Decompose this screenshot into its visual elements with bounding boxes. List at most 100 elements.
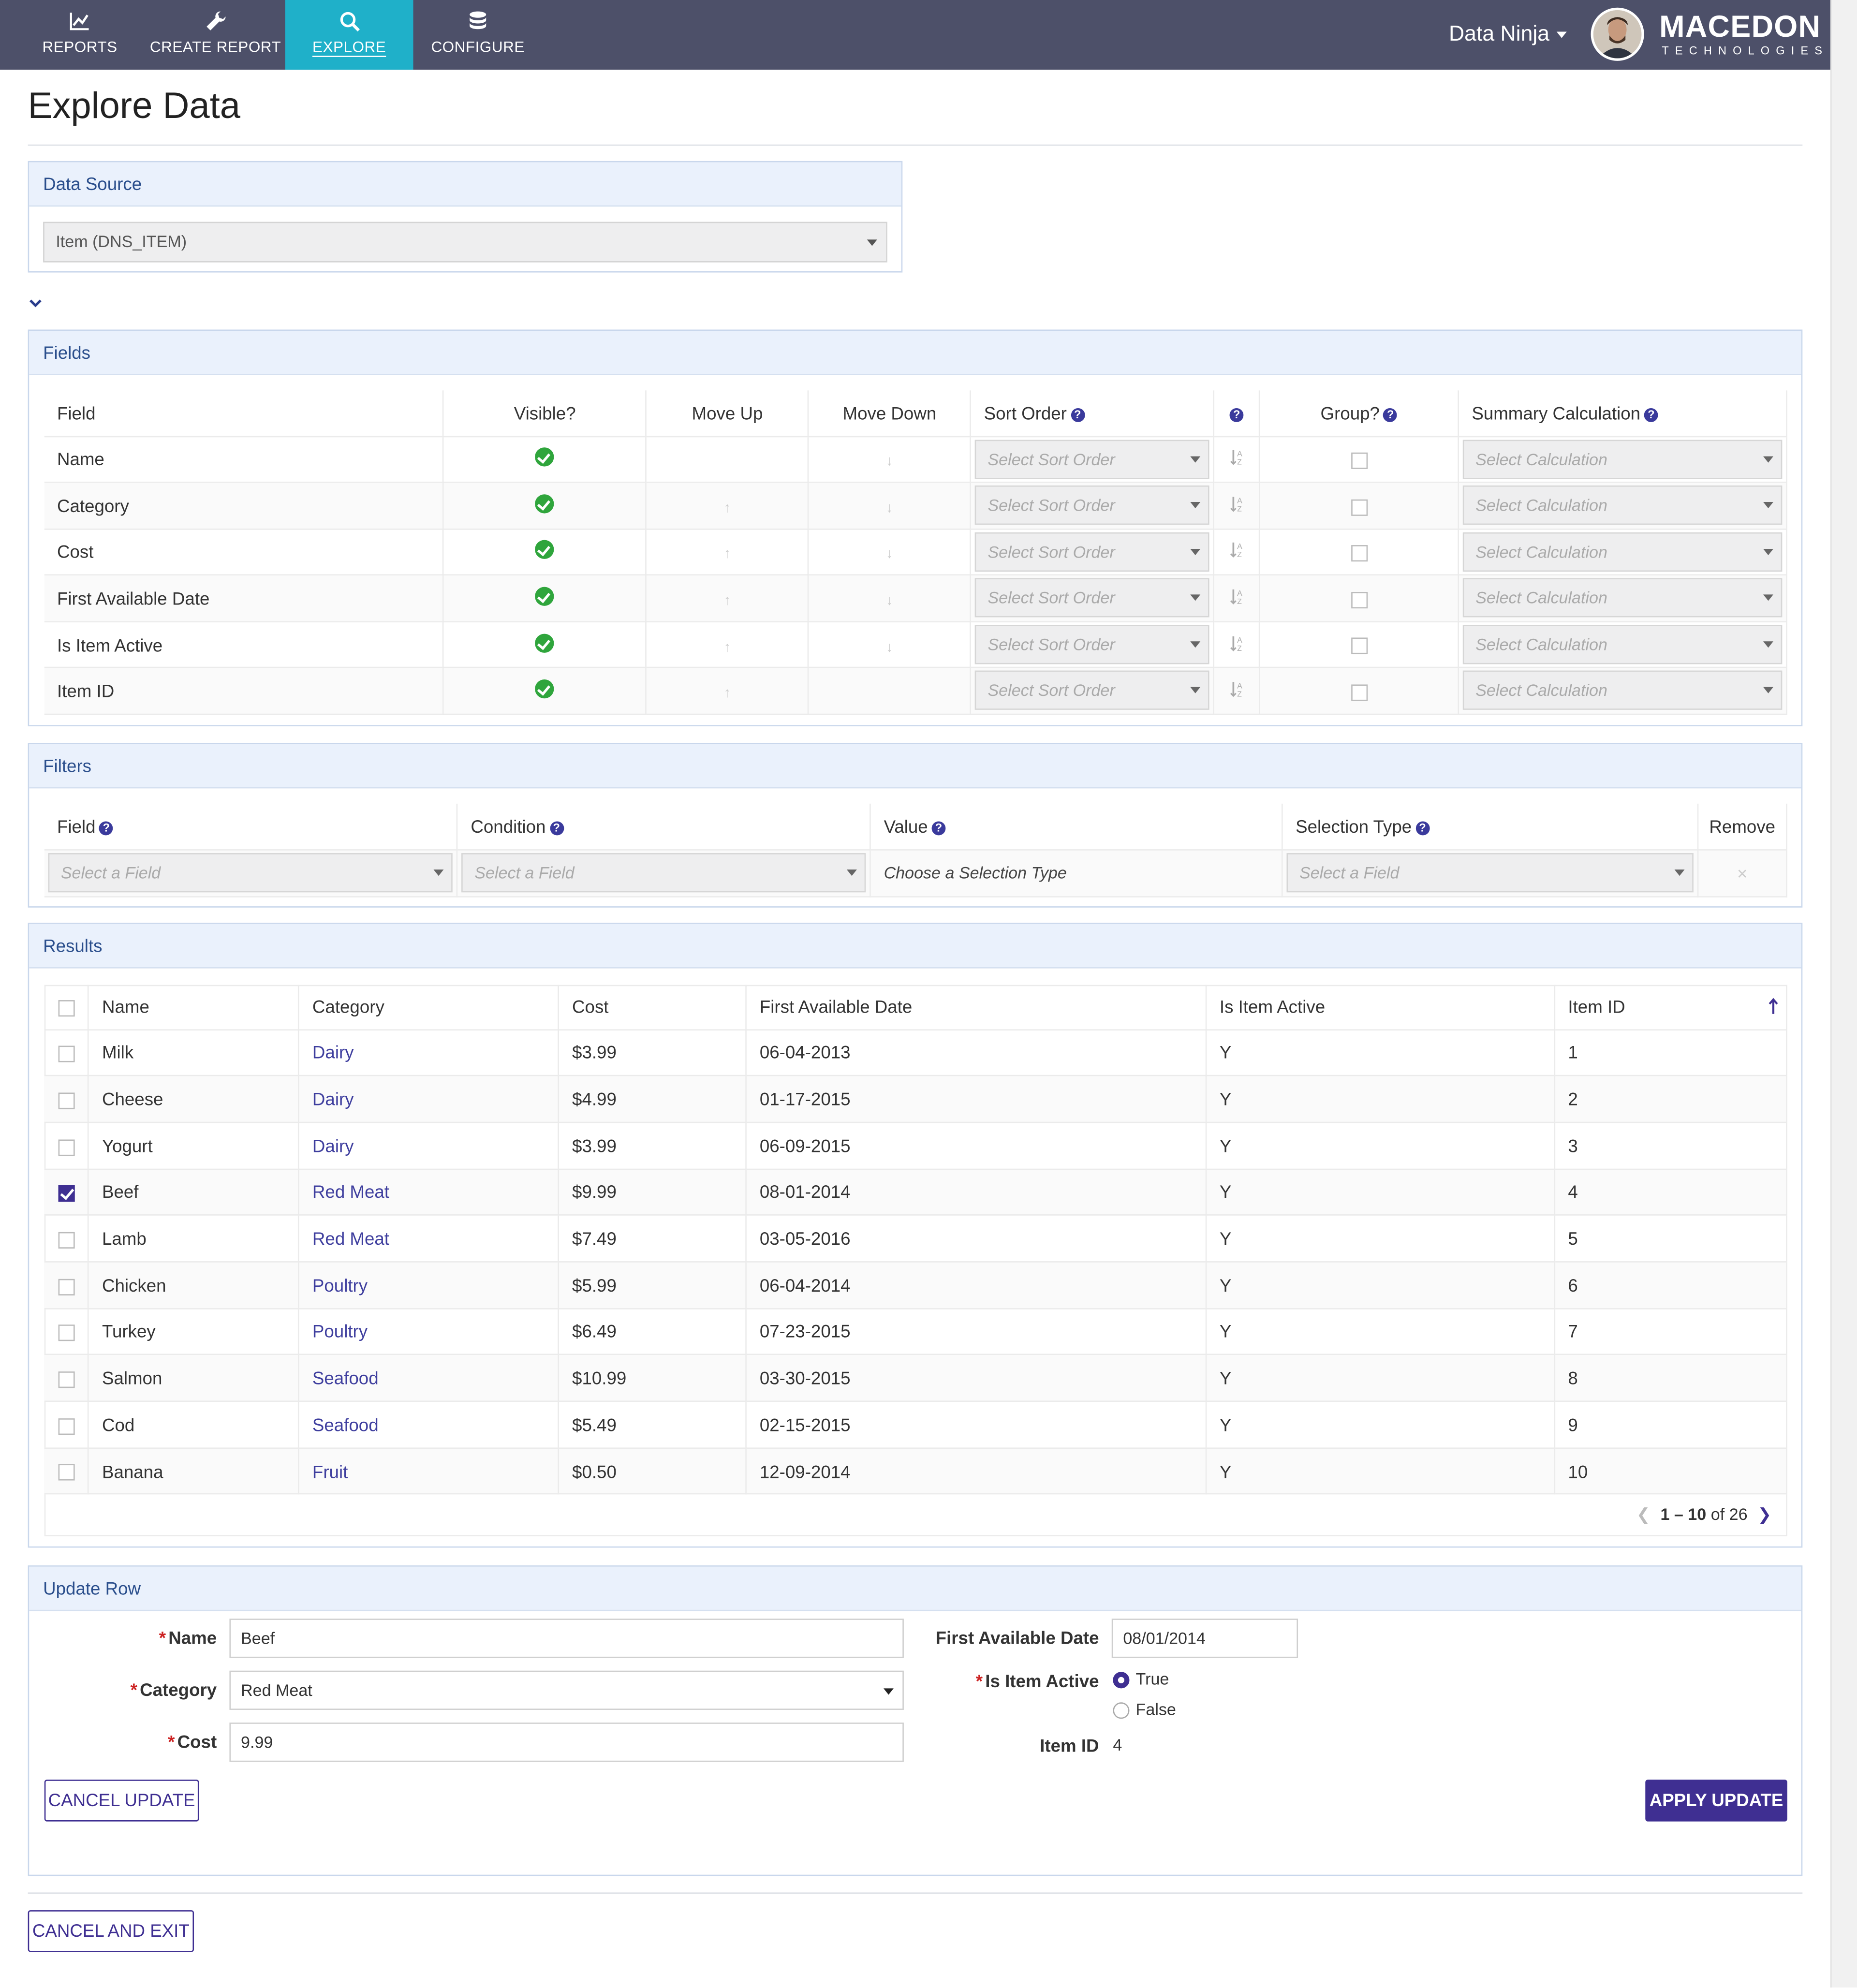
cancel-and-exit-button[interactable]: CANCEL AND EXIT xyxy=(28,1910,194,1952)
result-row[interactable]: Yogurt Dairy $3.99 06-09-2015 Y 3 xyxy=(44,1122,1787,1170)
visible-check-icon[interactable] xyxy=(535,448,555,467)
next-page-icon[interactable]: ❯ xyxy=(1757,1504,1772,1524)
prev-page-icon[interactable]: ❮ xyxy=(1636,1504,1651,1524)
name-input[interactable]: Beef xyxy=(229,1619,904,1658)
sort-order-select[interactable]: Select Sort Order xyxy=(975,439,1209,479)
result-row[interactable]: Cod Seafood $5.49 02-15-2015 Y 9 xyxy=(44,1401,1787,1449)
cost-input[interactable]: 9.99 xyxy=(229,1723,904,1762)
date-input[interactable]: 08/01/2014 xyxy=(1111,1619,1298,1658)
summary-calc-select[interactable]: Select Calculation xyxy=(1462,671,1783,711)
result-row[interactable]: Chicken Poultry $5.99 06-04-2014 Y 6 xyxy=(44,1262,1787,1309)
active-true-radio[interactable] xyxy=(1113,1672,1130,1689)
group-checkbox[interactable] xyxy=(1351,638,1368,655)
row-checkbox[interactable] xyxy=(58,1418,74,1435)
group-checkbox[interactable] xyxy=(1351,684,1368,701)
sort-order-select[interactable]: Select Sort Order xyxy=(975,532,1209,572)
result-category-link[interactable]: Red Meat xyxy=(299,1215,560,1263)
row-checkbox[interactable] xyxy=(58,1232,74,1249)
res-col-id[interactable]: Item ID xyxy=(1554,985,1787,1030)
avatar[interactable] xyxy=(1591,7,1644,61)
help-icon[interactable]: ? xyxy=(549,821,564,835)
active-false-radio[interactable] xyxy=(1113,1702,1130,1719)
sort-order-select[interactable]: Select Sort Order xyxy=(975,671,1209,711)
res-col-category[interactable]: Category xyxy=(299,985,560,1030)
user-menu[interactable]: Data Ninja xyxy=(1449,22,1567,47)
nav-explore[interactable]: EXPLORE xyxy=(285,0,413,70)
nav-reports[interactable]: REPORTS xyxy=(30,0,129,70)
help-icon[interactable]: ? xyxy=(931,821,946,835)
collapse-chevron-icon[interactable] xyxy=(28,296,43,309)
group-checkbox[interactable] xyxy=(1351,452,1368,470)
result-row[interactable]: Banana Fruit $0.50 12-09-2014 Y 10 xyxy=(44,1447,1787,1495)
sort-direction-icon[interactable]: AZ xyxy=(1229,496,1244,513)
summary-calc-select[interactable]: Select Calculation xyxy=(1462,486,1783,525)
visible-check-icon[interactable] xyxy=(535,633,555,653)
arrow-up-icon[interactable]: ↑ xyxy=(723,593,731,609)
result-row[interactable]: Beef Red Meat $9.99 08-01-2014 Y 4 xyxy=(44,1168,1787,1216)
sort-direction-icon[interactable]: AZ xyxy=(1229,681,1244,699)
res-col-name[interactable]: Name xyxy=(88,985,300,1030)
result-category-link[interactable]: Red Meat xyxy=(299,1168,560,1216)
row-checkbox[interactable] xyxy=(58,1464,74,1481)
arrow-down-icon[interactable]: ↓ xyxy=(886,454,893,470)
arrow-up-icon[interactable]: ↑ xyxy=(723,639,731,655)
filter-selection-type-select[interactable]: Select a Field xyxy=(1286,852,1694,892)
group-checkbox[interactable] xyxy=(1351,499,1368,515)
result-row[interactable]: Salmon Seafood $10.99 03-30-2015 Y 8 xyxy=(44,1355,1787,1402)
scrollbar-track[interactable] xyxy=(1830,0,1857,1988)
result-category-link[interactable]: Fruit xyxy=(299,1447,560,1495)
sort-order-select[interactable]: Select Sort Order xyxy=(975,578,1209,618)
sort-direction-icon[interactable]: AZ xyxy=(1229,634,1244,652)
visible-check-icon[interactable] xyxy=(535,679,555,699)
arrow-down-icon[interactable]: ↓ xyxy=(886,593,893,609)
res-col-active[interactable]: Is Item Active xyxy=(1206,985,1556,1030)
arrow-down-icon[interactable]: ↓ xyxy=(886,501,893,516)
result-row[interactable]: Lamb Red Meat $7.49 03-05-2016 Y 5 xyxy=(44,1215,1787,1263)
result-category-link[interactable]: Poultry xyxy=(299,1262,560,1309)
help-icon[interactable]: ? xyxy=(1229,408,1244,422)
sort-direction-icon[interactable]: AZ xyxy=(1229,588,1244,606)
visible-check-icon[interactable] xyxy=(535,494,555,514)
result-row[interactable]: Turkey Poultry $6.49 07-23-2015 Y 7 xyxy=(44,1308,1787,1355)
help-icon[interactable]: ? xyxy=(99,821,114,835)
cancel-update-button[interactable]: CANCEL UPDATE xyxy=(44,1780,199,1822)
result-category-link[interactable]: Seafood xyxy=(299,1355,560,1402)
help-icon[interactable]: ? xyxy=(1383,408,1398,422)
select-all-checkbox[interactable] xyxy=(58,1000,74,1017)
group-checkbox[interactable] xyxy=(1351,545,1368,562)
remove-filter-icon[interactable]: × xyxy=(1737,862,1748,883)
category-select[interactable]: Red Meat xyxy=(229,1670,904,1710)
arrow-up-icon[interactable]: ↑ xyxy=(723,501,731,516)
summary-calc-select[interactable]: Select Calculation xyxy=(1462,439,1783,479)
sort-direction-icon[interactable]: AZ xyxy=(1229,449,1244,467)
summary-calc-select[interactable]: Select Calculation xyxy=(1462,532,1783,572)
summary-calc-select[interactable]: Select Calculation xyxy=(1462,624,1783,664)
sort-order-select[interactable]: Select Sort Order xyxy=(975,486,1209,525)
group-checkbox[interactable] xyxy=(1351,591,1368,608)
sort-order-select[interactable]: Select Sort Order xyxy=(975,624,1209,664)
sort-ascending-icon[interactable] xyxy=(1769,998,1779,1014)
help-icon[interactable]: ? xyxy=(1644,408,1658,422)
nav-create-report[interactable]: CREATE REPORT xyxy=(149,0,281,70)
arrow-up-icon[interactable]: ↑ xyxy=(723,686,731,702)
filter-field-select[interactable]: Select a Field xyxy=(48,852,453,892)
res-col-date[interactable]: First Available Date xyxy=(746,985,1207,1030)
apply-update-button[interactable]: APPLY UPDATE xyxy=(1645,1780,1787,1822)
arrow-down-icon[interactable]: ↓ xyxy=(886,546,893,562)
arrow-up-icon[interactable]: ↑ xyxy=(723,546,731,562)
result-category-link[interactable]: Dairy xyxy=(299,1029,560,1076)
help-icon[interactable]: ? xyxy=(1070,408,1085,422)
row-checkbox[interactable] xyxy=(58,1325,74,1341)
summary-calc-select[interactable]: Select Calculation xyxy=(1462,578,1783,618)
row-checkbox[interactable] xyxy=(58,1046,74,1062)
filter-condition-select[interactable]: Select a Field xyxy=(462,852,866,892)
sort-direction-icon[interactable]: AZ xyxy=(1229,542,1244,560)
result-category-link[interactable]: Dairy xyxy=(299,1075,560,1123)
result-category-link[interactable]: Dairy xyxy=(299,1122,560,1170)
help-icon[interactable]: ? xyxy=(1415,821,1430,835)
row-checkbox[interactable] xyxy=(58,1139,74,1156)
data-source-select[interactable]: Item (DNS_ITEM) xyxy=(43,221,887,263)
visible-check-icon[interactable] xyxy=(535,587,555,606)
arrow-down-icon[interactable]: ↓ xyxy=(886,639,893,655)
row-checkbox[interactable] xyxy=(58,1371,74,1388)
